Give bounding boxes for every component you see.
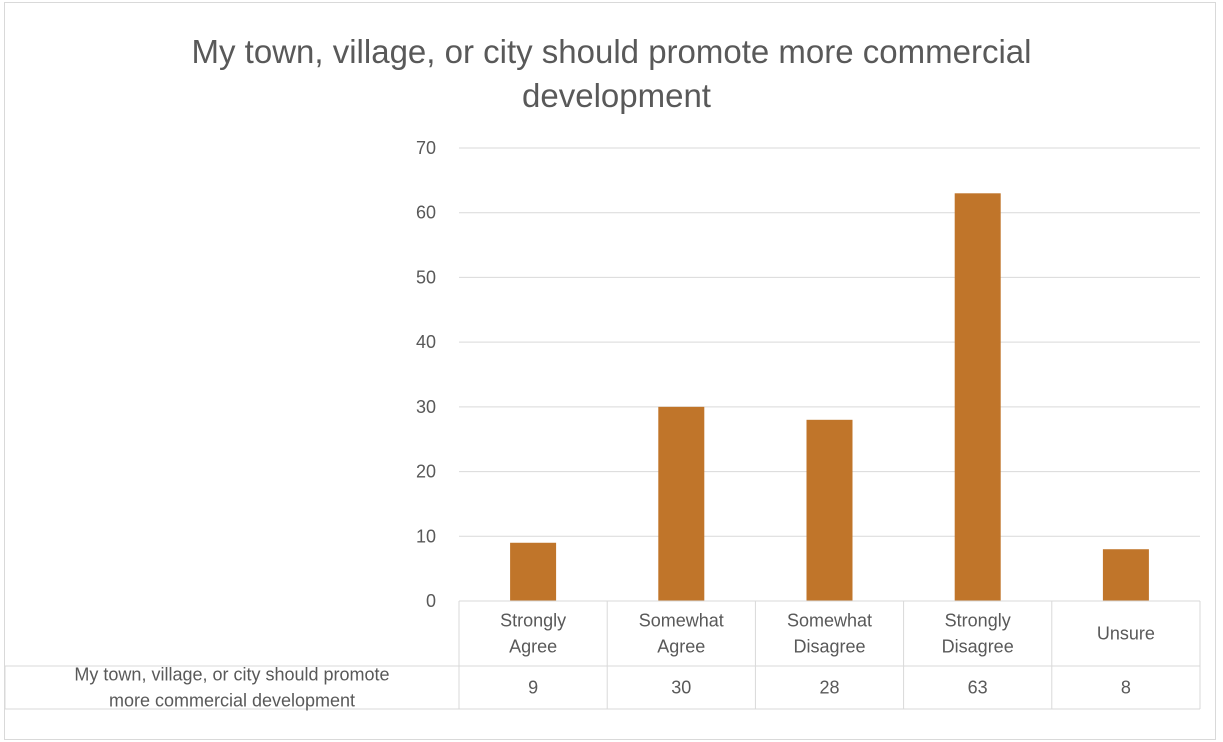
table-value: 8 <box>1121 678 1131 698</box>
x-category-label: Agree <box>509 637 557 657</box>
bar <box>806 419 853 601</box>
y-tick-label: 50 <box>416 267 436 287</box>
x-category-label: Strongly <box>500 611 566 631</box>
table-value: 63 <box>968 678 988 698</box>
bar <box>510 542 557 601</box>
y-tick-label: 70 <box>416 138 436 158</box>
table-value: 30 <box>671 678 691 698</box>
bar <box>1102 549 1149 601</box>
table-series-name: more commercial development <box>109 691 355 711</box>
chart-frame <box>4 2 1216 740</box>
x-category-label: Somewhat <box>787 611 872 631</box>
y-tick-label: 30 <box>416 397 436 417</box>
table-series-name: My town, village, or city should promote <box>74 665 389 685</box>
y-tick-label: 60 <box>416 203 436 223</box>
x-category-label: Somewhat <box>639 611 724 631</box>
chart-title-line-1: My town, village, or city should promote… <box>191 33 1032 70</box>
x-category-label: Agree <box>657 637 705 657</box>
bar <box>658 406 705 601</box>
x-category-label: Disagree <box>793 637 865 657</box>
y-tick-label: 10 <box>416 526 436 546</box>
bar <box>954 193 1001 602</box>
y-tick-label: 20 <box>416 462 436 482</box>
chart-title: My town, village, or city should promote… <box>0 30 1223 118</box>
x-category-label: Disagree <box>942 637 1014 657</box>
x-category-label: Unsure <box>1097 624 1155 644</box>
y-tick-label: 40 <box>416 332 436 352</box>
table-value: 28 <box>819 678 839 698</box>
x-category-label: Strongly <box>945 611 1011 631</box>
table-value: 9 <box>528 678 538 698</box>
chart-title-line-2: development <box>522 77 711 114</box>
y-tick-label: 0 <box>426 591 436 611</box>
